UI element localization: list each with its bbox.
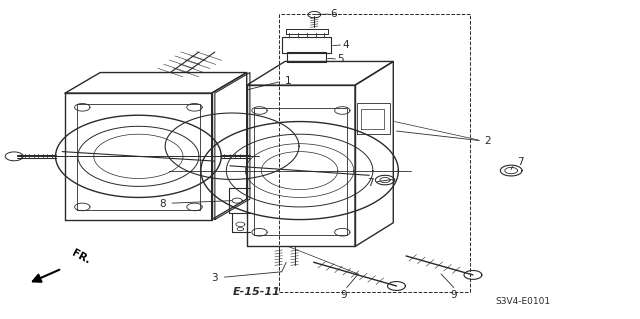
Text: 6: 6: [330, 9, 337, 19]
Text: 3: 3: [211, 273, 218, 283]
Text: E-15-11: E-15-11: [232, 287, 280, 297]
Text: 9: 9: [340, 290, 347, 300]
Text: 4: 4: [342, 40, 349, 50]
Text: 5: 5: [337, 54, 344, 64]
Text: 7: 7: [367, 178, 374, 188]
Text: 7: 7: [518, 157, 524, 167]
Text: 1: 1: [285, 76, 292, 86]
Text: S3V4-E0101: S3V4-E0101: [495, 297, 550, 306]
Text: FR.: FR.: [70, 248, 92, 266]
Text: 9: 9: [451, 290, 457, 300]
Text: 8: 8: [159, 199, 166, 209]
Text: 2: 2: [484, 136, 491, 146]
